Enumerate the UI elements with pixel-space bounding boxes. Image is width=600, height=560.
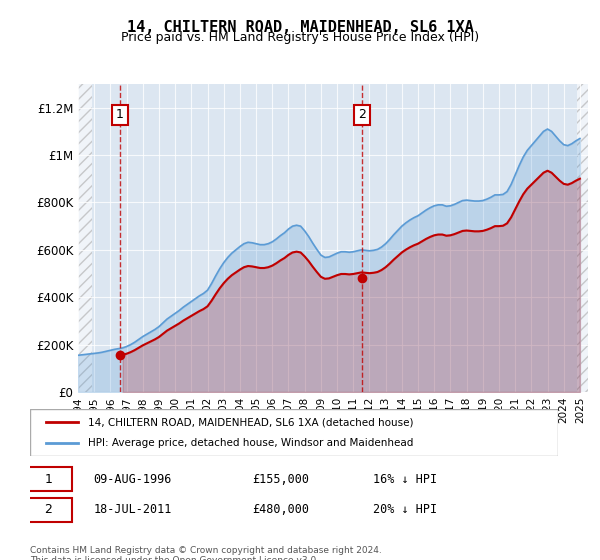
- Text: 14, CHILTERN ROAD, MAIDENHEAD, SL6 1XA: 14, CHILTERN ROAD, MAIDENHEAD, SL6 1XA: [127, 20, 473, 35]
- FancyBboxPatch shape: [30, 409, 558, 456]
- Text: HPI: Average price, detached house, Windsor and Maidenhead: HPI: Average price, detached house, Wind…: [88, 438, 413, 448]
- Text: £155,000: £155,000: [252, 473, 309, 486]
- Text: 1: 1: [116, 108, 124, 122]
- Text: 2: 2: [44, 503, 52, 516]
- Text: 2: 2: [358, 108, 366, 122]
- Text: 18-JUL-2011: 18-JUL-2011: [94, 503, 172, 516]
- Text: Price paid vs. HM Land Registry's House Price Index (HPI): Price paid vs. HM Land Registry's House …: [121, 31, 479, 44]
- Text: 14, CHILTERN ROAD, MAIDENHEAD, SL6 1XA (detached house): 14, CHILTERN ROAD, MAIDENHEAD, SL6 1XA (…: [88, 417, 413, 427]
- FancyBboxPatch shape: [25, 497, 72, 522]
- FancyBboxPatch shape: [25, 467, 72, 492]
- Text: Contains HM Land Registry data © Crown copyright and database right 2024.
This d: Contains HM Land Registry data © Crown c…: [30, 546, 382, 560]
- Text: 1: 1: [44, 473, 52, 486]
- Text: 16% ↓ HPI: 16% ↓ HPI: [373, 473, 437, 486]
- Text: 20% ↓ HPI: 20% ↓ HPI: [373, 503, 437, 516]
- Text: 09-AUG-1996: 09-AUG-1996: [94, 473, 172, 486]
- Bar: [78, 84, 92, 392]
- Text: £480,000: £480,000: [252, 503, 309, 516]
